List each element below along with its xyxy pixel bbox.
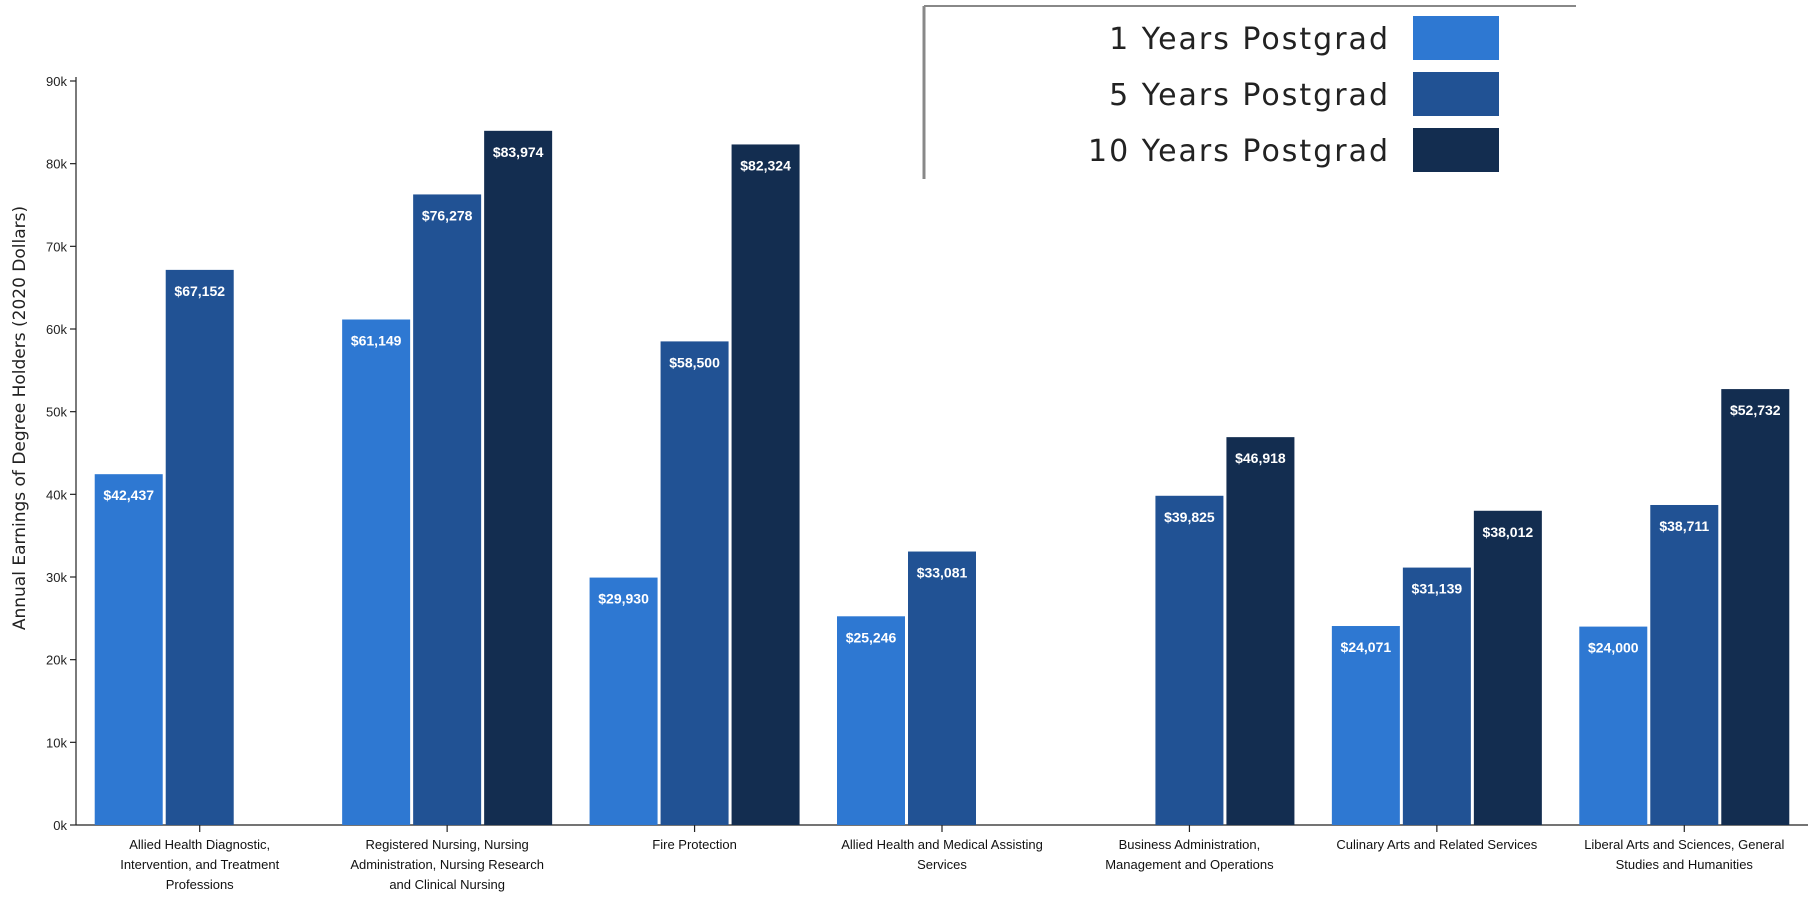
category-label: Registered Nursing, Nursing <box>365 837 528 852</box>
bar-value-label: $42,437 <box>103 487 154 503</box>
bar <box>908 551 976 825</box>
y-tick-label: 70k <box>46 239 67 254</box>
legend-label: 1 Years Postgrad <box>1109 22 1390 57</box>
category-label: Services <box>917 857 967 872</box>
legend-label: 10 Years Postgrad <box>1088 134 1390 169</box>
bar-value-label: $67,152 <box>174 283 225 299</box>
legend-swatch <box>1413 16 1499 60</box>
bars: $42,437 $67,152 $61,149 $76,278 $83,974 $29,9… <box>94 130 1790 826</box>
bar-value-label: $24,000 <box>1588 640 1639 656</box>
category-label: Studies and Humanities <box>1616 857 1754 872</box>
x-axis <box>76 824 1808 832</box>
y-axis-title: Annual Earnings of Degree Holders (2020 … <box>10 206 30 630</box>
bar-value-label: $24,071 <box>1341 639 1392 655</box>
bar <box>731 144 800 825</box>
y-tick-label: 60k <box>46 322 67 337</box>
bar <box>484 130 553 825</box>
bar-value-label: $31,139 <box>1412 581 1463 597</box>
legend-label: 5 Years Postgrad <box>1109 78 1390 113</box>
y-tick-label: 50k <box>46 405 67 420</box>
y-tick-label: 40k <box>46 487 67 502</box>
y-tick-label: 10k <box>46 735 67 750</box>
bar <box>837 616 905 825</box>
category-label: Liberal Arts and Sciences, General <box>1584 837 1784 852</box>
bar <box>1473 510 1542 825</box>
bar-value-label: $33,081 <box>917 565 968 581</box>
bar <box>660 341 729 825</box>
y-tick-label: 30k <box>46 570 67 585</box>
legend: 1 Years Postgrad 5 Years Postgrad 10 Years… <box>922 5 1816 179</box>
bar <box>413 194 482 826</box>
y-tick-label: 20k <box>46 653 67 668</box>
bar <box>1331 626 1400 825</box>
category-label: Fire Protection <box>652 837 737 852</box>
bar-value-label: $82,324 <box>740 157 791 173</box>
bar <box>589 577 658 825</box>
category-label: Management and Operations <box>1105 857 1274 872</box>
bar <box>1721 389 1790 825</box>
category-label: Culinary Arts and Related Services <box>1336 837 1537 852</box>
category-label: Allied Health Diagnostic, <box>129 837 270 852</box>
legend-box <box>924 6 1816 179</box>
bar <box>342 319 411 825</box>
bar <box>1402 567 1471 825</box>
bar <box>1650 504 1719 825</box>
legend-swatch <box>1413 128 1499 172</box>
category-label: Intervention, and Treatment <box>120 857 279 872</box>
category-label: and Clinical Nursing <box>389 877 505 892</box>
category-label: Business Administration, <box>1119 837 1261 852</box>
bar-value-label: $83,974 <box>493 144 544 160</box>
bar-value-label: $39,825 <box>1164 509 1215 525</box>
y-tick-label: 90k <box>46 74 67 89</box>
bar-value-label: $61,149 <box>351 333 402 349</box>
y-axis: 0k 10k 20k 30k 40k 50k 60k 70k 80k 90k <box>46 74 77 833</box>
category-label: Professions <box>166 877 234 892</box>
bar <box>165 269 234 825</box>
bar <box>1579 626 1648 825</box>
bar-value-label: $46,918 <box>1235 450 1286 466</box>
bar-value-label: $52,732 <box>1730 402 1781 418</box>
category-labels: Allied Health Diagnostic, Intervention, a… <box>120 837 1784 892</box>
y-tick-label: 80k <box>46 157 67 172</box>
category-label: Allied Health and Medical Assisting <box>841 837 1043 852</box>
category-label: Administration, Nursing Research <box>350 857 544 872</box>
bar <box>1155 495 1224 825</box>
bar-value-label: $38,711 <box>1659 518 1709 534</box>
bar-value-label: $25,246 <box>846 629 897 645</box>
bar-value-label: $76,278 <box>422 207 473 223</box>
bar-value-label: $38,012 <box>1483 524 1534 540</box>
bar <box>94 474 163 825</box>
bar-value-label: $58,500 <box>669 354 720 370</box>
legend-swatch <box>1413 72 1499 116</box>
bar <box>1226 437 1295 825</box>
y-tick-label: 0k <box>53 818 67 833</box>
bar-value-label: $29,930 <box>598 591 649 607</box>
